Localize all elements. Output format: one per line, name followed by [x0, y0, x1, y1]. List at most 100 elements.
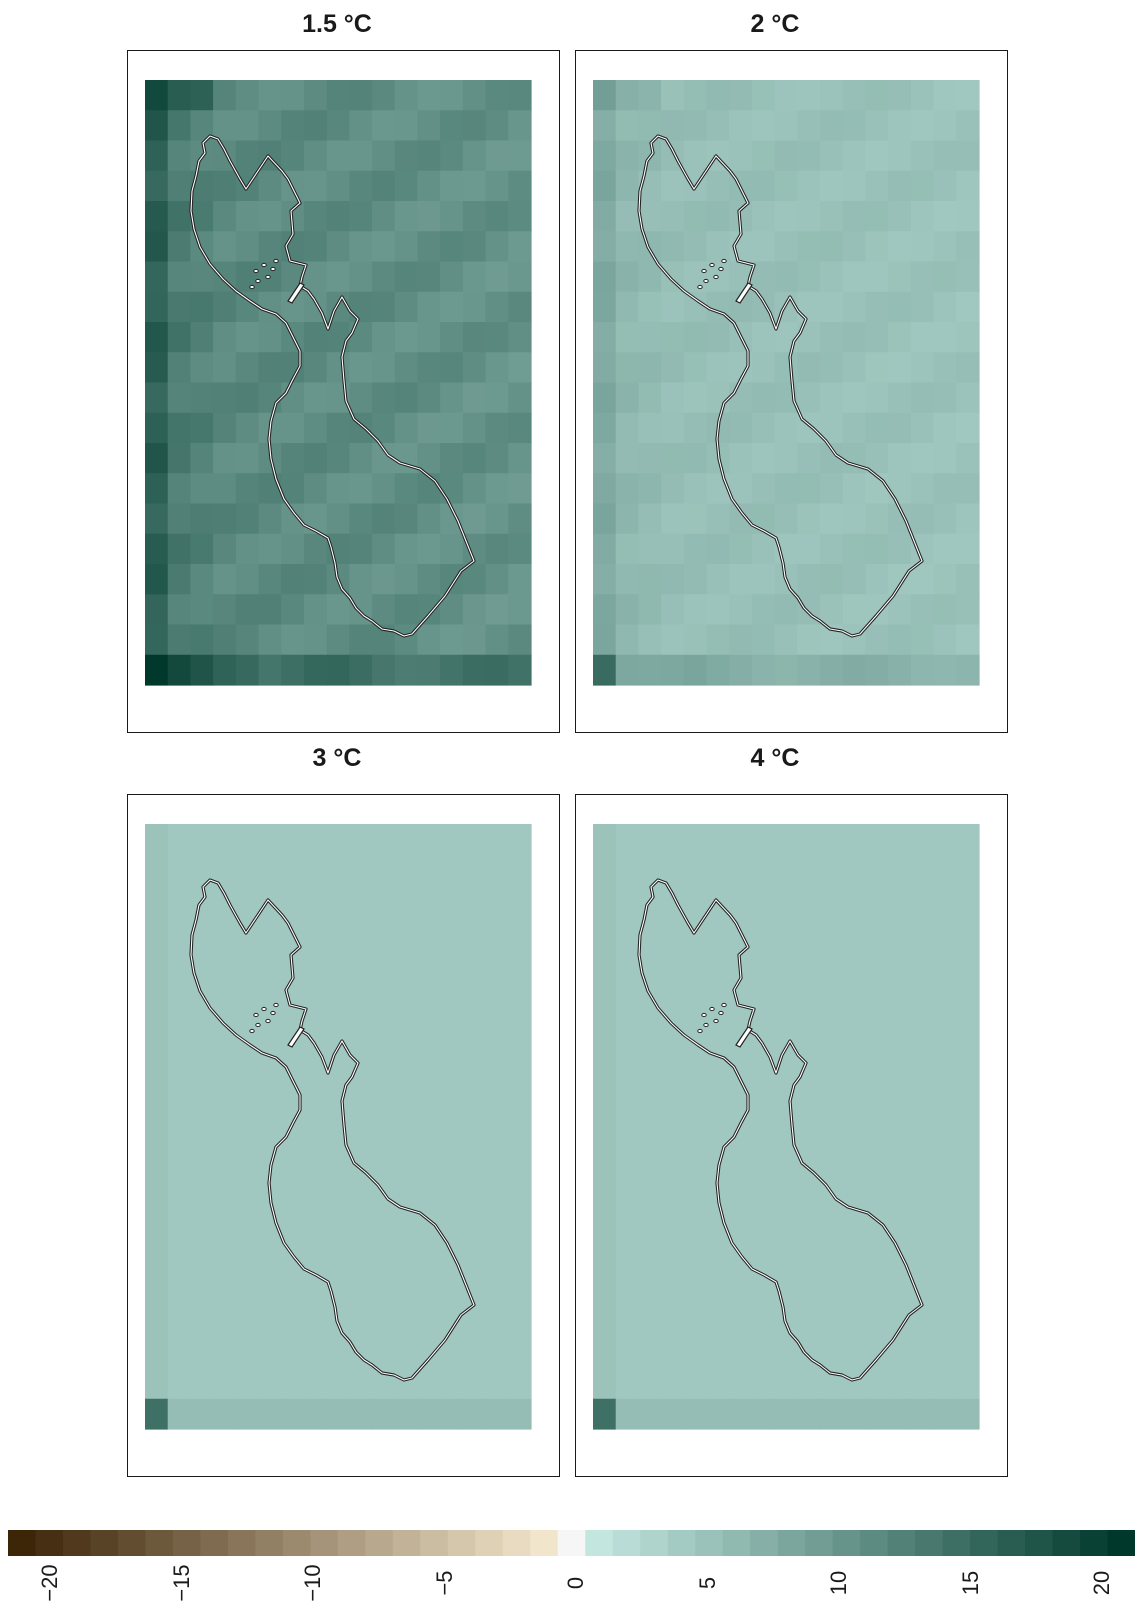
raster-cell [933, 914, 957, 946]
raster-cell [303, 443, 328, 474]
raster-cell [593, 594, 617, 626]
raster-cell [910, 352, 935, 384]
raster-cell [394, 564, 419, 595]
raster-cell [933, 443, 957, 474]
raster-cell [661, 201, 685, 232]
raster-cell [145, 443, 169, 474]
raster-cell [235, 201, 260, 232]
raster-cell [349, 824, 373, 855]
raster-cell [417, 624, 441, 656]
raster-cell [706, 201, 730, 232]
raster-cell [462, 1005, 487, 1037]
colorbar-tick-label: −5 [431, 1570, 457, 1596]
raster-cell [774, 1096, 798, 1128]
raster-cell [865, 382, 889, 414]
raster-cell [683, 1066, 708, 1097]
raster-cell [888, 594, 912, 626]
raster-cell [751, 884, 776, 916]
colorbar-step [667, 1530, 696, 1556]
colorbar-step [805, 1530, 834, 1556]
raster-cell [683, 1126, 708, 1158]
raster-cell [462, 261, 487, 293]
raster-cell [751, 1277, 776, 1309]
raster-cell [258, 1096, 282, 1128]
raster-cell [235, 533, 260, 565]
raster-cell [729, 533, 753, 565]
map-panel-2c [575, 50, 1008, 733]
raster-cell [751, 854, 776, 886]
raster-cell [508, 1156, 532, 1188]
raster-cell [638, 564, 662, 595]
raster-cell [774, 412, 798, 444]
raster-cell [167, 1338, 192, 1370]
raster-cell [593, 1005, 617, 1037]
raster-cell [485, 503, 509, 535]
raster-cell [820, 624, 844, 656]
colorbar-tick-label: 5 [694, 1576, 720, 1590]
raster-cell [303, 945, 328, 976]
raster-cell [910, 975, 935, 1007]
raster-cell [842, 473, 867, 505]
raster-cell [440, 261, 464, 293]
raster-cell [729, 1277, 753, 1309]
raster-cell [910, 854, 935, 886]
raster-cell [842, 854, 867, 886]
raster-cell [440, 110, 464, 142]
raster-cell [683, 1247, 708, 1279]
raster-cell [661, 443, 685, 474]
raster-cell [683, 1338, 708, 1370]
raster-cell [190, 322, 214, 353]
raster-cell [258, 533, 282, 565]
raster-cell [372, 80, 396, 111]
raster-cell [462, 80, 487, 111]
raster-cell [440, 1217, 464, 1249]
raster-cell [145, 352, 169, 384]
colorbar-step [420, 1530, 449, 1556]
raster-cell [729, 1126, 753, 1158]
raster-cell [190, 654, 214, 686]
raster-cell [372, 1277, 396, 1309]
raster-cell [910, 382, 935, 414]
raster-cell [167, 1126, 192, 1158]
raster-cell [372, 291, 396, 323]
raster-cell [865, 1156, 889, 1188]
raster-cell [615, 1308, 640, 1339]
raster-cell [417, 291, 441, 323]
raster-cell [235, 1277, 260, 1309]
raster-cell [235, 503, 260, 535]
raster-cell [417, 533, 441, 565]
raster-cell [417, 503, 441, 535]
raster-cell [145, 503, 169, 535]
raster-cell [956, 1247, 980, 1279]
raster-cell [683, 201, 708, 232]
islet [265, 274, 271, 280]
raster-cell [213, 1338, 237, 1370]
raster-cell [661, 594, 685, 626]
raster-cell [774, 884, 798, 916]
raster-cell [593, 533, 617, 565]
raster-cell [820, 1398, 844, 1430]
raster-cell [417, 1368, 441, 1400]
raster-cell [394, 503, 419, 535]
raster-cell [303, 1066, 328, 1097]
colorbar-step [612, 1530, 641, 1556]
raster-cell [235, 1187, 260, 1218]
raster-cell [258, 231, 282, 263]
raster-cell [956, 1096, 980, 1128]
raster-cell [910, 945, 935, 976]
raster-cell [213, 975, 237, 1007]
raster-cell [593, 914, 617, 946]
raster-cell [956, 80, 980, 111]
raster-cell [751, 140, 776, 172]
raster-cell [865, 322, 889, 353]
raster-cell [774, 1338, 798, 1370]
raster-cell [372, 1096, 396, 1128]
raster-cell [281, 1217, 305, 1249]
colorbar-step [887, 1530, 916, 1556]
raster-cell [593, 1398, 617, 1430]
raster-cell [774, 140, 798, 172]
raster-cell [820, 533, 844, 565]
raster-cell [235, 1005, 260, 1037]
islet [713, 1018, 719, 1024]
raster-cell [956, 824, 980, 855]
